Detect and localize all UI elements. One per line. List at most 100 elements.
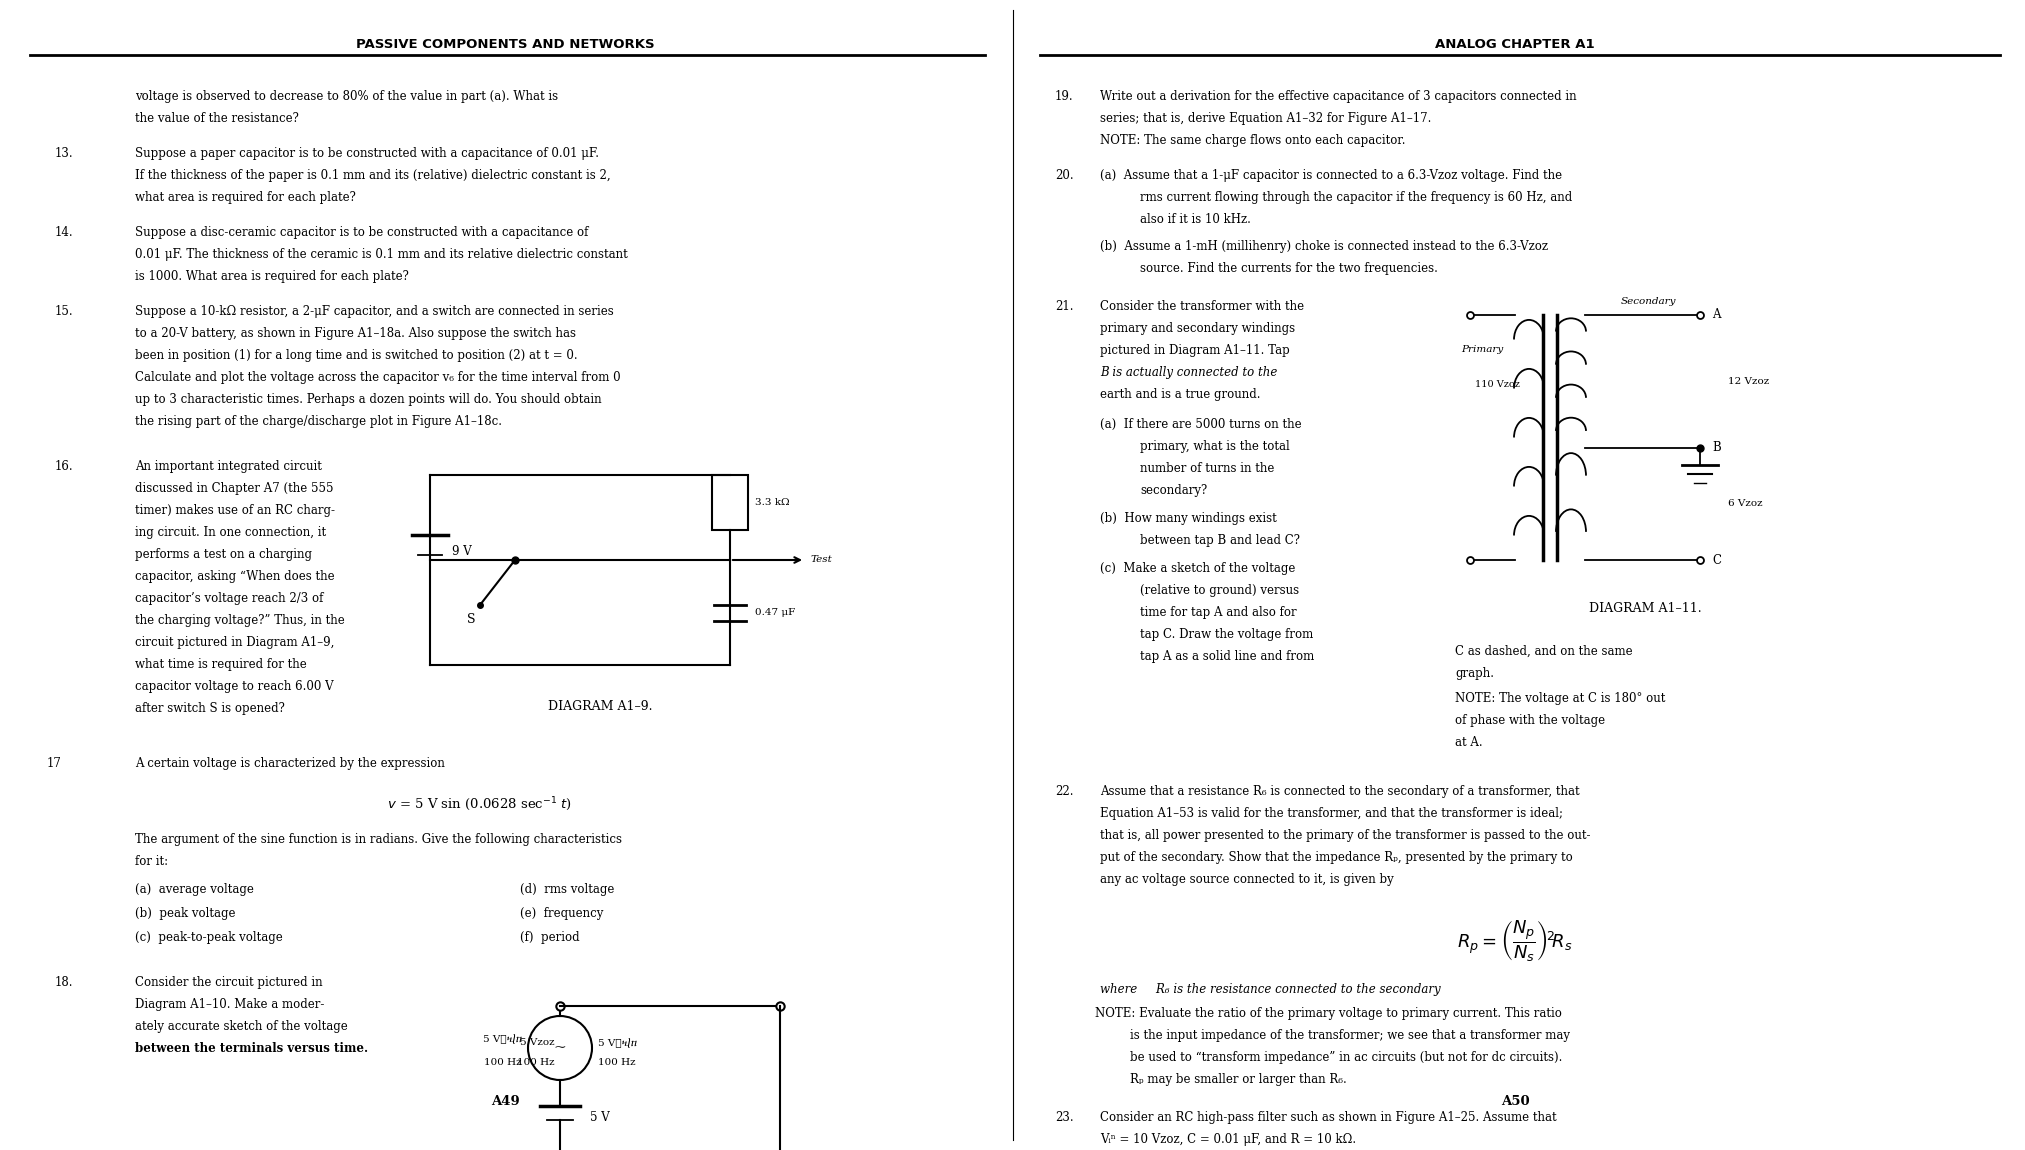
- Text: 17: 17: [47, 757, 63, 770]
- Text: performs a test on a charging: performs a test on a charging: [136, 549, 312, 561]
- Text: 110 Vᴢᴏᴢ: 110 Vᴢᴏᴢ: [1474, 380, 1521, 389]
- Text: Assume that a resistance R₆ is connected to the secondary of a transformer, that: Assume that a resistance R₆ is connected…: [1100, 785, 1580, 798]
- Text: (a)  If there are 5000 turns on the: (a) If there are 5000 turns on the: [1100, 417, 1302, 431]
- Text: Consider an RC high-pass filter such as shown in Figure A1–25. Assume that: Consider an RC high-pass filter such as …: [1100, 1111, 1557, 1124]
- Text: (a)  average voltage: (a) average voltage: [136, 883, 253, 896]
- Text: 16.: 16.: [55, 460, 73, 473]
- Text: (a)  Assume that a 1-μF capacitor is connected to a 6.3-Vᴢᴏᴢ voltage. Find the: (a) Assume that a 1-μF capacitor is conn…: [1100, 169, 1561, 182]
- Text: number of turns in the: number of turns in the: [1140, 462, 1274, 475]
- Text: 22.: 22.: [1055, 785, 1073, 798]
- Text: between the terminals versus time.: between the terminals versus time.: [136, 1042, 369, 1055]
- Text: 5 Vⱟⴏⴖ: 5 Vⱟⴏⴖ: [597, 1038, 638, 1048]
- Text: PASSIVE COMPONENTS AND NETWORKS: PASSIVE COMPONENTS AND NETWORKS: [356, 38, 654, 51]
- Text: 5 V: 5 V: [589, 1111, 610, 1124]
- Text: Suppose a disc-ceramic capacitor is to be constructed with a capacitance of: Suppose a disc-ceramic capacitor is to b…: [136, 227, 589, 239]
- Text: A certain voltage is characterized by the expression: A certain voltage is characterized by th…: [136, 757, 446, 770]
- Text: (f)  period: (f) period: [520, 932, 579, 944]
- Bar: [713, 475, 747, 530]
- Text: discussed in Chapter A7 (the 555: discussed in Chapter A7 (the 555: [136, 482, 334, 494]
- Text: timer) makes use of an RC charg-: timer) makes use of an RC charg-: [136, 504, 334, 518]
- Text: primary, what is the total: primary, what is the total: [1140, 440, 1290, 453]
- Text: (b)  peak voltage: (b) peak voltage: [136, 907, 235, 920]
- Text: C: C: [1711, 553, 1721, 567]
- Text: If the thickness of the paper is 0.1 mm and its (relative) dielectric constant i: If the thickness of the paper is 0.1 mm …: [136, 169, 612, 182]
- Text: the value of the resistance?: the value of the resistance?: [136, 112, 300, 125]
- Text: the charging voltage?” Thus, in the: the charging voltage?” Thus, in the: [136, 614, 344, 627]
- Text: source. Find the currents for the two frequencies.: source. Find the currents for the two fr…: [1140, 262, 1438, 275]
- Text: been in position (1) for a long time and is switched to position (2) at t = 0.: been in position (1) for a long time and…: [136, 348, 577, 362]
- Text: B: B: [1711, 440, 1721, 454]
- Text: $R_p = \left(\dfrac{N_p}{N_s}\right)^{\!2}\! R_s$: $R_p = \left(\dfrac{N_p}{N_s}\right)^{\!…: [1458, 918, 1573, 963]
- Text: 20.: 20.: [1055, 169, 1073, 182]
- Text: tap C. Draw the voltage from: tap C. Draw the voltage from: [1140, 628, 1314, 641]
- Text: is the input impedance of the transformer; we see that a transformer may: is the input impedance of the transforme…: [1130, 1029, 1569, 1042]
- Text: Vᵢⁿ = 10 Vᴢᴏᴢ, C = 0.01 μF, and R = 10 kΩ.: Vᵢⁿ = 10 Vᴢᴏᴢ, C = 0.01 μF, and R = 10 k…: [1100, 1133, 1357, 1147]
- Text: ANALOG CHAPTER A1: ANALOG CHAPTER A1: [1436, 38, 1596, 51]
- Text: DIAGRAM A1–9.: DIAGRAM A1–9.: [547, 700, 652, 713]
- Text: series; that is, derive Equation A1–32 for Figure A1–17.: series; that is, derive Equation A1–32 f…: [1100, 112, 1432, 125]
- Text: of phase with the voltage: of phase with the voltage: [1456, 714, 1606, 727]
- Text: ing circuit. In one connection, it: ing circuit. In one connection, it: [136, 526, 326, 539]
- Text: 23.: 23.: [1055, 1111, 1073, 1124]
- Text: Write out a derivation for the effective capacitance of 3 capacitors connected i: Write out a derivation for the effective…: [1100, 90, 1577, 104]
- Text: B is actually connected to the: B is actually connected to the: [1100, 366, 1278, 380]
- Text: (c)  Make a sketch of the voltage: (c) Make a sketch of the voltage: [1100, 562, 1296, 575]
- Text: at A.: at A.: [1456, 736, 1482, 749]
- Text: 18.: 18.: [55, 976, 73, 989]
- Text: Secondary: Secondary: [1620, 297, 1677, 306]
- Text: up to 3 characteristic times. Perhaps a dozen points will do. You should obtain: up to 3 characteristic times. Perhaps a …: [136, 393, 601, 406]
- Text: Suppose a paper capacitor is to be constructed with a capacitance of 0.01 μF.: Suppose a paper capacitor is to be const…: [136, 147, 599, 160]
- Text: (c)  peak-to-peak voltage: (c) peak-to-peak voltage: [136, 932, 284, 944]
- Text: 14.: 14.: [55, 227, 73, 239]
- Text: voltage is observed to decrease to 80% of the value in part (a). What is: voltage is observed to decrease to 80% o…: [136, 90, 559, 104]
- Text: 6 Vᴢᴏᴢ: 6 Vᴢᴏᴢ: [1727, 499, 1762, 508]
- Text: 21.: 21.: [1055, 300, 1073, 313]
- Text: secondary?: secondary?: [1140, 484, 1207, 497]
- Text: Consider the circuit pictured in: Consider the circuit pictured in: [136, 976, 322, 989]
- Text: An important integrated circuit: An important integrated circuit: [136, 460, 322, 473]
- Text: 5 Vᴢᴏᴢ: 5 Vᴢᴏᴢ: [520, 1038, 555, 1046]
- Text: circuit pictured in Diagram A1–9,: circuit pictured in Diagram A1–9,: [136, 636, 334, 649]
- Text: ately accurate sketch of the voltage: ately accurate sketch of the voltage: [136, 1020, 348, 1033]
- Text: between tap B and lead C?: between tap B and lead C?: [1140, 534, 1300, 547]
- Text: rms current flowing through the capacitor if the frequency is 60 Hz, and: rms current flowing through the capacito…: [1140, 191, 1571, 204]
- Text: graph.: graph.: [1456, 667, 1494, 680]
- Text: NOTE: The same charge flows onto each capacitor.: NOTE: The same charge flows onto each ca…: [1100, 135, 1405, 147]
- Text: Test: Test: [810, 555, 832, 563]
- Text: tap A as a solid line and from: tap A as a solid line and from: [1140, 650, 1314, 664]
- Text: 13.: 13.: [55, 147, 73, 160]
- Text: (d)  rms voltage: (d) rms voltage: [520, 883, 614, 896]
- Text: $v$ = 5 V sin (0.0628 sec$^{-1}$ $t$): $v$ = 5 V sin (0.0628 sec$^{-1}$ $t$): [387, 795, 573, 813]
- Text: capacitor voltage to reach 6.00 V: capacitor voltage to reach 6.00 V: [136, 680, 334, 693]
- Text: 9 V: 9 V: [452, 545, 472, 558]
- Text: Consider the transformer with the: Consider the transformer with the: [1100, 300, 1304, 313]
- Text: 100 Hz: 100 Hz: [597, 1058, 636, 1067]
- Text: 15.: 15.: [55, 305, 73, 319]
- Text: A: A: [1711, 308, 1721, 322]
- Text: also if it is 10 kHz.: also if it is 10 kHz.: [1140, 213, 1251, 227]
- Text: (b)  How many windings exist: (b) How many windings exist: [1100, 512, 1276, 526]
- Text: NOTE: The voltage at C is 180° out: NOTE: The voltage at C is 180° out: [1456, 692, 1665, 705]
- Text: be used to “transform impedance” in ac circuits (but not for dc circuits).: be used to “transform impedance” in ac c…: [1130, 1051, 1563, 1064]
- Text: Primary: Primary: [1460, 345, 1503, 354]
- Text: what area is required for each plate?: what area is required for each plate?: [136, 191, 356, 204]
- Text: primary and secondary windings: primary and secondary windings: [1100, 322, 1296, 335]
- Text: that is, all power presented to the primary of the transformer is passed to the : that is, all power presented to the prim…: [1100, 829, 1590, 842]
- Text: A49: A49: [490, 1095, 518, 1107]
- Text: (b)  Assume a 1-mH (millihenry) choke is connected instead to the 6.3-Vᴢᴏᴢ: (b) Assume a 1-mH (millihenry) choke is …: [1100, 240, 1547, 253]
- Text: 12 Vᴢᴏᴢ: 12 Vᴢᴏᴢ: [1727, 377, 1770, 385]
- Text: where     R₆ is the resistance connected to the secondary: where R₆ is the resistance connected to …: [1100, 983, 1440, 996]
- Text: ~: ~: [553, 1041, 567, 1055]
- Text: Equation A1–53 is valid for the transformer, and that the transformer is ideal;: Equation A1–53 is valid for the transfor…: [1100, 807, 1563, 820]
- Text: Diagram A1–10. Make a moder-: Diagram A1–10. Make a moder-: [136, 998, 324, 1011]
- Text: 100 Hz: 100 Hz: [516, 1058, 555, 1067]
- Text: earth and is a true ground.: earth and is a true ground.: [1100, 388, 1260, 401]
- Text: C as dashed, and on the same: C as dashed, and on the same: [1456, 645, 1632, 658]
- Text: after switch S is opened?: after switch S is opened?: [136, 702, 286, 715]
- Text: 0.47 μF: 0.47 μF: [755, 608, 796, 618]
- Text: put of the secondary. Show that the impedance Rₚ, presented by the primary to: put of the secondary. Show that the impe…: [1100, 851, 1573, 864]
- Text: (e)  frequency: (e) frequency: [520, 907, 603, 920]
- Text: what time is required for the: what time is required for the: [136, 658, 306, 670]
- Text: NOTE: Evaluate the ratio of the primary voltage to primary current. This ratio: NOTE: Evaluate the ratio of the primary …: [1096, 1007, 1561, 1020]
- Text: time for tap A and also for: time for tap A and also for: [1140, 606, 1296, 619]
